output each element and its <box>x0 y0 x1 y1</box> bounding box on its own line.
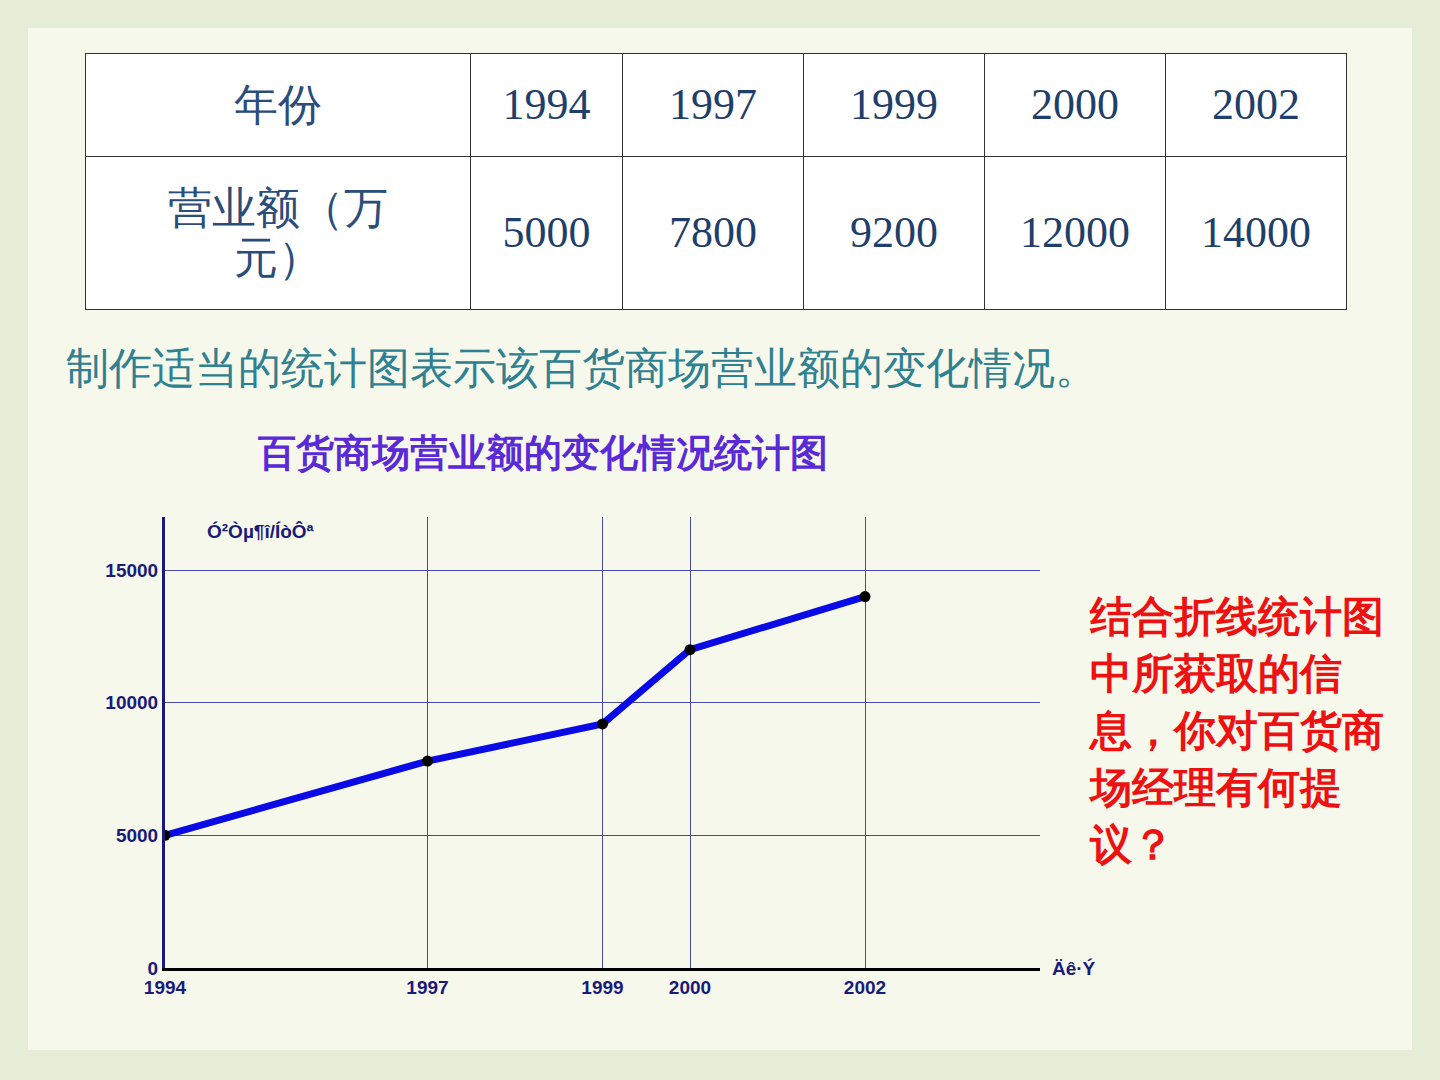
svg-text:Ó²Òµ¶î/ÍòÔª: Ó²Òµ¶î/ÍòÔª <box>207 521 315 542</box>
svg-text:1997: 1997 <box>406 977 448 998</box>
html-text:5000: 5000 <box>502 208 591 257</box>
html-text:结合折线统计图中所获取的信息，你对百货商场经理有何提议？: 结合折线统计图中所获取的信息，你对百货商场经理有何提议？ <box>1090 592 1384 869</box>
svg-text:0: 0 <box>148 958 159 979</box>
html-text:1997: 1997 <box>669 80 757 129</box>
html-text:1994: 1994 <box>502 80 591 129</box>
svg-text:1994: 1994 <box>144 977 187 998</box>
html-text:制作适当的统计图表示该百货商场营业额的变化情况。: 制作适当的统计图表示该百货商场营业额的变化情况。 <box>66 343 1098 393</box>
html-text:2002: 2002 <box>1212 80 1300 129</box>
html-text:12000: 12000 <box>1020 208 1130 257</box>
html-text:14000: 14000 <box>1201 208 1311 257</box>
svg-text:1999: 1999 <box>581 977 623 998</box>
svg-text:15000: 15000 <box>105 560 158 581</box>
svg-text:10000: 10000 <box>105 692 158 713</box>
html-text:年份: 年份 <box>234 79 322 130</box>
svg-text:2000: 2000 <box>669 977 711 998</box>
svg-text:5000: 5000 <box>116 825 158 846</box>
html-text:百货商场营业额的变化情况统计图: 百货商场营业额的变化情况统计图 <box>258 431 828 475</box>
svg-text:2002: 2002 <box>844 977 886 998</box>
html-text:1999: 1999 <box>850 80 938 129</box>
html-text:营业额（万元）: 营业额（万元） <box>168 182 388 283</box>
html-text:2000: 2000 <box>1031 80 1119 129</box>
html-text:7800: 7800 <box>669 208 757 257</box>
html-text:9200: 9200 <box>850 208 938 257</box>
svg-text:Äê·Ý: Äê·Ý <box>1052 958 1096 979</box>
